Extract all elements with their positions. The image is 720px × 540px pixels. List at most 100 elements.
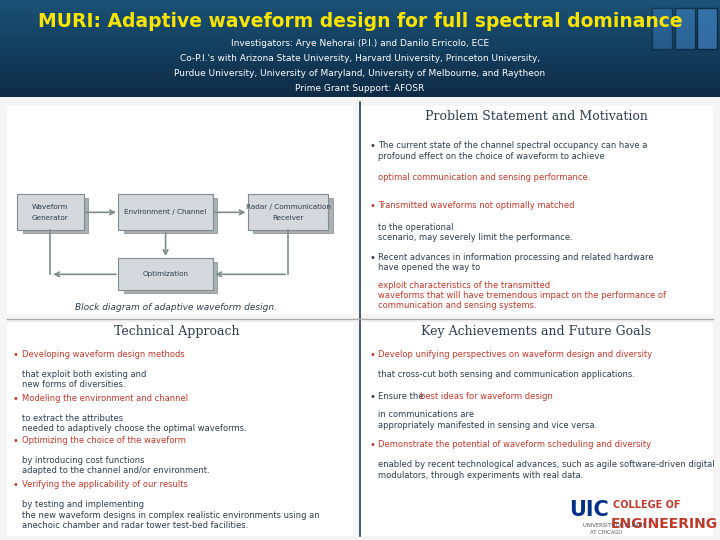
- Bar: [0, 15, 720, 16]
- Bar: [0, 78, 720, 79]
- Text: by introducing cost functions
adapted to the channel and/or environment.: by introducing cost functions adapted to…: [22, 456, 210, 475]
- Text: Co-P.I.'s with Arizona State University, Harvard University, Princeton Universit: Co-P.I.'s with Arizona State University,…: [180, 54, 540, 63]
- Bar: [0, 35, 720, 36]
- Text: MURI: Adaptive waveform design for full spectral dominance: MURI: Adaptive waveform design for full …: [37, 12, 683, 31]
- Bar: [0, 32, 720, 33]
- Bar: [0, 27, 720, 28]
- Bar: [0, 68, 720, 69]
- FancyBboxPatch shape: [697, 8, 717, 49]
- Bar: [0, 26, 720, 27]
- Bar: [0, 46, 720, 48]
- Bar: [0, 7, 720, 8]
- Text: in communications are
appropriately manifested in sensing and vice versa.: in communications are appropriately mani…: [378, 410, 597, 430]
- Text: The current state of the channel spectral occupancy can have a
profound effect o: The current state of the channel spectra…: [378, 141, 647, 161]
- Bar: [0, 36, 720, 37]
- Bar: [0, 65, 720, 66]
- Text: to extract the attributes
needed to adaptively choose the optimal waveforms.: to extract the attributes needed to adap…: [22, 414, 246, 433]
- Text: •: •: [13, 349, 19, 360]
- Text: Investigators: Arye Nehorai (P.I.) and Danilo Erricolo, ECE: Investigators: Arye Nehorai (P.I.) and D…: [231, 39, 489, 48]
- Bar: [0, 44, 720, 45]
- FancyBboxPatch shape: [675, 8, 695, 49]
- Bar: [0, 92, 720, 93]
- Bar: [0, 14, 720, 15]
- Bar: [0, 57, 720, 58]
- Bar: [0, 75, 720, 76]
- Bar: [0, 3, 720, 4]
- FancyBboxPatch shape: [118, 194, 213, 231]
- Text: to the operational
scenario, may severely limit the performance.: to the operational scenario, may severel…: [378, 222, 572, 242]
- Bar: [0, 56, 720, 57]
- Bar: [0, 24, 720, 25]
- Bar: [0, 10, 720, 11]
- FancyBboxPatch shape: [124, 262, 217, 293]
- Bar: [0, 79, 720, 80]
- Text: by testing and implementing
the new waveform designs in complex realistic enviro: by testing and implementing the new wave…: [22, 500, 319, 530]
- Bar: [0, 69, 720, 70]
- FancyBboxPatch shape: [248, 194, 328, 231]
- Bar: [0, 28, 720, 29]
- Bar: [0, 11, 720, 12]
- Bar: [0, 70, 720, 71]
- Bar: [0, 96, 720, 97]
- Bar: [0, 17, 720, 18]
- Text: AT CHICAGO: AT CHICAGO: [590, 530, 623, 535]
- Text: Recent advances in information processing and related hardware
have opened the w: Recent advances in information processin…: [378, 253, 654, 273]
- Bar: [0, 84, 720, 85]
- Text: that exploit both existing and
new forms of diversities.: that exploit both existing and new forms…: [22, 369, 146, 389]
- Bar: [0, 61, 720, 62]
- Bar: [0, 29, 720, 30]
- Bar: [0, 6, 720, 7]
- Text: best ideas for waveform design: best ideas for waveform design: [420, 392, 553, 401]
- Bar: [0, 86, 720, 87]
- Bar: [0, 67, 720, 68]
- FancyBboxPatch shape: [360, 323, 713, 536]
- Bar: [0, 48, 720, 49]
- Text: COLLEGE OF: COLLEGE OF: [613, 500, 681, 510]
- Bar: [0, 60, 720, 61]
- Text: Technical Approach: Technical Approach: [114, 325, 239, 338]
- Text: Verifying the applicability of our results: Verifying the applicability of our resul…: [22, 480, 187, 489]
- Bar: [0, 43, 720, 44]
- Text: that cross-cut both sensing and communication applications.: that cross-cut both sensing and communic…: [378, 369, 635, 379]
- Bar: [0, 39, 720, 40]
- Bar: [0, 58, 720, 59]
- Bar: [0, 8, 720, 9]
- Bar: [0, 22, 720, 23]
- Bar: [0, 74, 720, 75]
- Text: •: •: [369, 392, 375, 402]
- Bar: [0, 51, 720, 52]
- Text: Prime Grant Support: AFOSR: Prime Grant Support: AFOSR: [295, 84, 425, 93]
- FancyBboxPatch shape: [23, 198, 88, 233]
- Text: •: •: [369, 441, 375, 450]
- Text: Problem Statement and Motivation: Problem Statement and Motivation: [425, 111, 648, 124]
- Text: Environment / Channel: Environment / Channel: [125, 210, 207, 215]
- Bar: [0, 82, 720, 83]
- Bar: [0, 40, 720, 41]
- Bar: [0, 52, 720, 53]
- Bar: [0, 83, 720, 84]
- Text: •: •: [369, 141, 375, 152]
- Text: Demonstrate the potential of waveform scheduling and diversity: Demonstrate the potential of waveform sc…: [378, 441, 651, 449]
- Bar: [0, 31, 720, 32]
- Text: Generator: Generator: [32, 214, 69, 221]
- Bar: [0, 90, 720, 91]
- Bar: [0, 4, 720, 5]
- FancyBboxPatch shape: [360, 106, 713, 314]
- Bar: [0, 25, 720, 26]
- Text: •: •: [369, 349, 375, 360]
- Bar: [0, 23, 720, 24]
- Bar: [0, 42, 720, 43]
- Text: enabled by recent technological advances, such as agile software-driven digital
: enabled by recent technological advances…: [378, 460, 715, 480]
- Bar: [0, 76, 720, 77]
- Bar: [0, 87, 720, 89]
- Text: Develop unifying perspectives on waveform design and diversity: Develop unifying perspectives on wavefor…: [378, 349, 652, 359]
- Bar: [0, 9, 720, 10]
- Bar: [0, 12, 720, 14]
- Text: optimal communication and sensing performance.: optimal communication and sensing perfor…: [378, 173, 590, 183]
- Bar: [0, 38, 720, 39]
- Text: Waveform: Waveform: [32, 204, 68, 210]
- Bar: [0, 21, 720, 22]
- FancyBboxPatch shape: [7, 106, 353, 314]
- Bar: [0, 89, 720, 90]
- Text: Receiver: Receiver: [272, 214, 304, 221]
